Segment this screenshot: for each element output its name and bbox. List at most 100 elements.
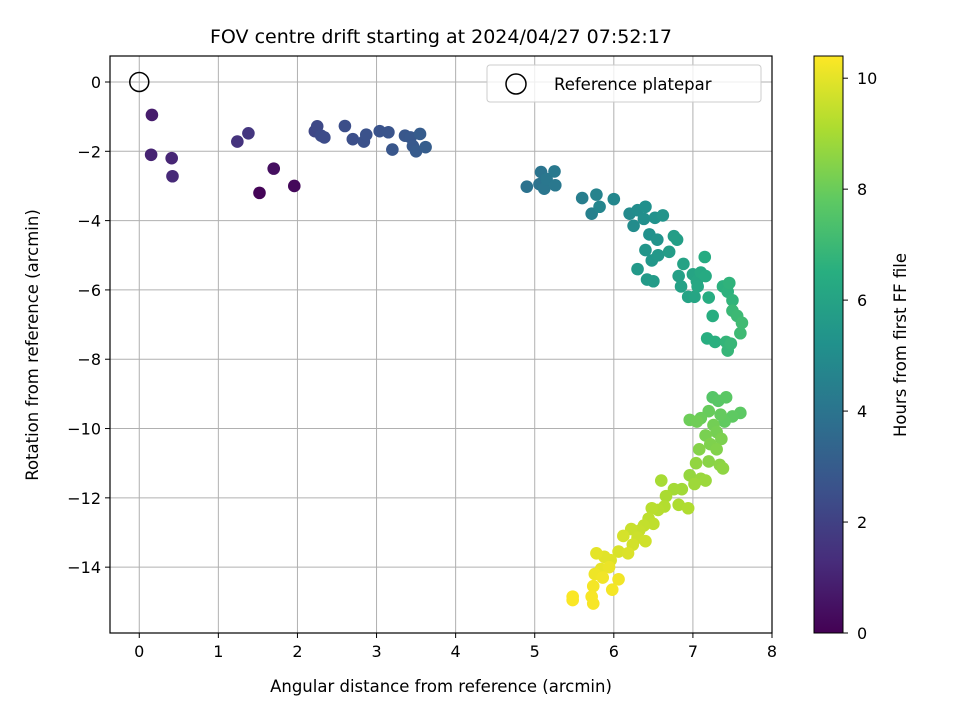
data-point: [688, 290, 701, 304]
data-point: [596, 571, 610, 584]
colorbar: 0 2 4 6 8 10 Hours from first FF file: [813, 55, 910, 643]
data-point: [647, 517, 660, 531]
data-point: [722, 276, 736, 290]
data-point: [698, 250, 712, 264]
data-point: [386, 143, 399, 156]
data-point: [715, 432, 728, 446]
colorbar-ticks: 0 2 4 6 8 10: [843, 69, 877, 643]
data-point: [607, 192, 621, 206]
data-point: [165, 151, 178, 165]
plot-frame: [109, 55, 773, 634]
data-point: [677, 257, 690, 271]
reference-layer: [129, 71, 150, 93]
colorbar-tick-label: 8: [857, 180, 867, 199]
colorbar-tick-label: 10: [857, 69, 877, 88]
data-point: [586, 597, 600, 610]
data-point: [287, 179, 301, 193]
data-point: [692, 443, 706, 456]
x-tick-label: 6: [609, 642, 619, 661]
data-point: [612, 572, 625, 586]
data-point: [647, 274, 660, 288]
data-point: [253, 186, 266, 200]
data-point: [612, 545, 625, 558]
reference-marker: [129, 71, 150, 93]
y-tick-label: −8: [77, 350, 101, 369]
data-point: [735, 316, 749, 330]
data-point: [382, 125, 395, 139]
data-point: [719, 391, 733, 404]
y-tick-label: −4: [77, 212, 101, 231]
x-tick-label: 3: [371, 642, 381, 661]
data-point: [338, 119, 352, 133]
colorbar-tick-label: 6: [857, 291, 867, 310]
data-point: [419, 140, 432, 154]
colorbar-tick-label: 4: [857, 402, 867, 421]
x-axis-label: Angular distance from reference (arcmin): [270, 677, 612, 696]
data-point: [346, 132, 360, 146]
y-axis-label: Rotation from reference (arcmin): [23, 209, 42, 481]
data-point: [681, 501, 695, 515]
data-point: [699, 474, 712, 487]
data-point: [708, 335, 722, 349]
data-point: [645, 501, 659, 515]
data-point: [651, 233, 664, 246]
data-point: [714, 408, 727, 421]
data-point: [670, 233, 684, 246]
data-point: [575, 191, 589, 205]
data-point: [691, 280, 704, 293]
data-point: [590, 188, 603, 201]
data-point: [689, 456, 703, 470]
x-tick-label: 7: [688, 642, 698, 661]
data-point: [627, 219, 640, 233]
data-point: [706, 309, 719, 323]
data-point: [654, 474, 668, 487]
x-tick-label: 2: [292, 642, 302, 661]
data-point: [724, 337, 738, 350]
data-point: [144, 148, 158, 162]
data-point: [702, 291, 716, 304]
data-point: [639, 534, 652, 548]
data-point: [548, 165, 561, 178]
data-point: [672, 498, 685, 512]
data-point: [605, 583, 619, 596]
legend-box: [486, 64, 762, 103]
data-point: [590, 546, 603, 560]
data-point: [621, 546, 635, 560]
data-point: [231, 135, 244, 148]
data-point: [520, 180, 534, 193]
y-tick-label: −10: [67, 420, 101, 439]
x-tick-label: 5: [530, 642, 540, 661]
x-tick-label: 8: [767, 642, 777, 661]
data-point: [537, 182, 551, 196]
data-point: [548, 178, 562, 192]
data-point: [639, 243, 652, 257]
y-tick-label: −6: [77, 281, 101, 300]
data-point: [690, 415, 704, 428]
x-tick-label: 0: [134, 642, 144, 661]
data-point: [602, 560, 616, 574]
data-point: [716, 462, 730, 475]
data-point: [672, 269, 685, 283]
data-point: [409, 145, 423, 158]
data-point: [656, 209, 670, 222]
data-point: [267, 162, 281, 175]
chart-title: FOV centre drift starting at 2024/04/27 …: [210, 26, 672, 48]
data-point: [631, 262, 644, 276]
data-point: [639, 200, 652, 214]
colorbar-label: Hours from first FF file: [891, 253, 910, 437]
y-axis-ticks: 0 −2 −4 −6 −8 −10 −12 −14: [67, 73, 110, 577]
data-point: [674, 280, 688, 293]
legend: Reference platepar: [486, 64, 762, 103]
data-point: [318, 131, 331, 144]
data-point: [710, 443, 723, 456]
data-point: [688, 477, 701, 491]
data-point: [702, 455, 716, 468]
y-tick-label: 0: [91, 73, 101, 92]
grid-lines: [110, 56, 773, 633]
legend-marker: [505, 73, 527, 95]
x-tick-label: 1: [213, 642, 223, 661]
colorbar-tick-label: 0: [857, 624, 867, 643]
data-point: [242, 126, 255, 140]
data-point: [566, 590, 579, 603]
data-point: [699, 269, 712, 283]
